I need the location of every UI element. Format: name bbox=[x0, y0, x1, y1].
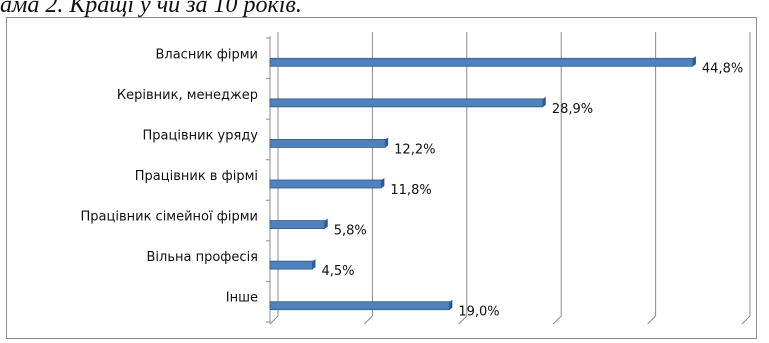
bar bbox=[269, 220, 326, 229]
value-labels: 44,8% 28,9% 12,2% 11,8% 5,8% 4,5% 19,0% bbox=[321, 61, 743, 319]
category-label: Працівник сімейної фірми bbox=[81, 210, 259, 225]
gridline-foot bbox=[269, 315, 279, 325]
data-label: 28,9% bbox=[552, 102, 593, 117]
category-label: Керівник, менеджер bbox=[117, 88, 258, 103]
data-label: 19,0% bbox=[458, 305, 499, 320]
chart-frame bbox=[6, 17, 757, 339]
bar-cap bbox=[381, 178, 385, 188]
bar bbox=[269, 179, 382, 189]
bar-cap bbox=[385, 137, 389, 148]
data-label: 4,5% bbox=[321, 264, 354, 279]
bar-cap bbox=[324, 218, 328, 229]
gridline-foot bbox=[458, 315, 468, 325]
category-label: Працівник уряду bbox=[143, 128, 259, 143]
gridline-foot bbox=[552, 315, 562, 325]
bar-cap bbox=[542, 96, 546, 107]
category-label: Вільна професія bbox=[147, 250, 259, 265]
bar bbox=[269, 57, 694, 67]
bar-cap bbox=[449, 299, 453, 310]
bars bbox=[269, 56, 696, 311]
category-label: Працівник в фірмі bbox=[135, 169, 258, 184]
data-label: 44,8% bbox=[702, 61, 743, 76]
category-labels: Власник фірми Керівник, менеджер Працівник… bbox=[81, 47, 259, 305]
gridline-foot bbox=[364, 315, 373, 325]
bar bbox=[269, 301, 450, 311]
bar-cap bbox=[312, 259, 316, 270]
category-label: Власник фірми bbox=[155, 47, 258, 62]
data-label: 11,8% bbox=[390, 183, 431, 198]
bar-cap bbox=[692, 56, 696, 67]
gridline-foot bbox=[647, 315, 656, 325]
data-label: 5,8% bbox=[334, 224, 367, 239]
bar bbox=[269, 98, 544, 108]
gridline-foot bbox=[741, 315, 751, 325]
data-label: 12,2% bbox=[394, 142, 435, 157]
grid-lines bbox=[266, 32, 751, 325]
figure-caption: ама 2. Кращі у чи за 10 років. bbox=[0, 0, 302, 18]
bar bbox=[269, 139, 386, 148]
category-label: Інше bbox=[226, 291, 258, 306]
bar bbox=[269, 260, 313, 270]
